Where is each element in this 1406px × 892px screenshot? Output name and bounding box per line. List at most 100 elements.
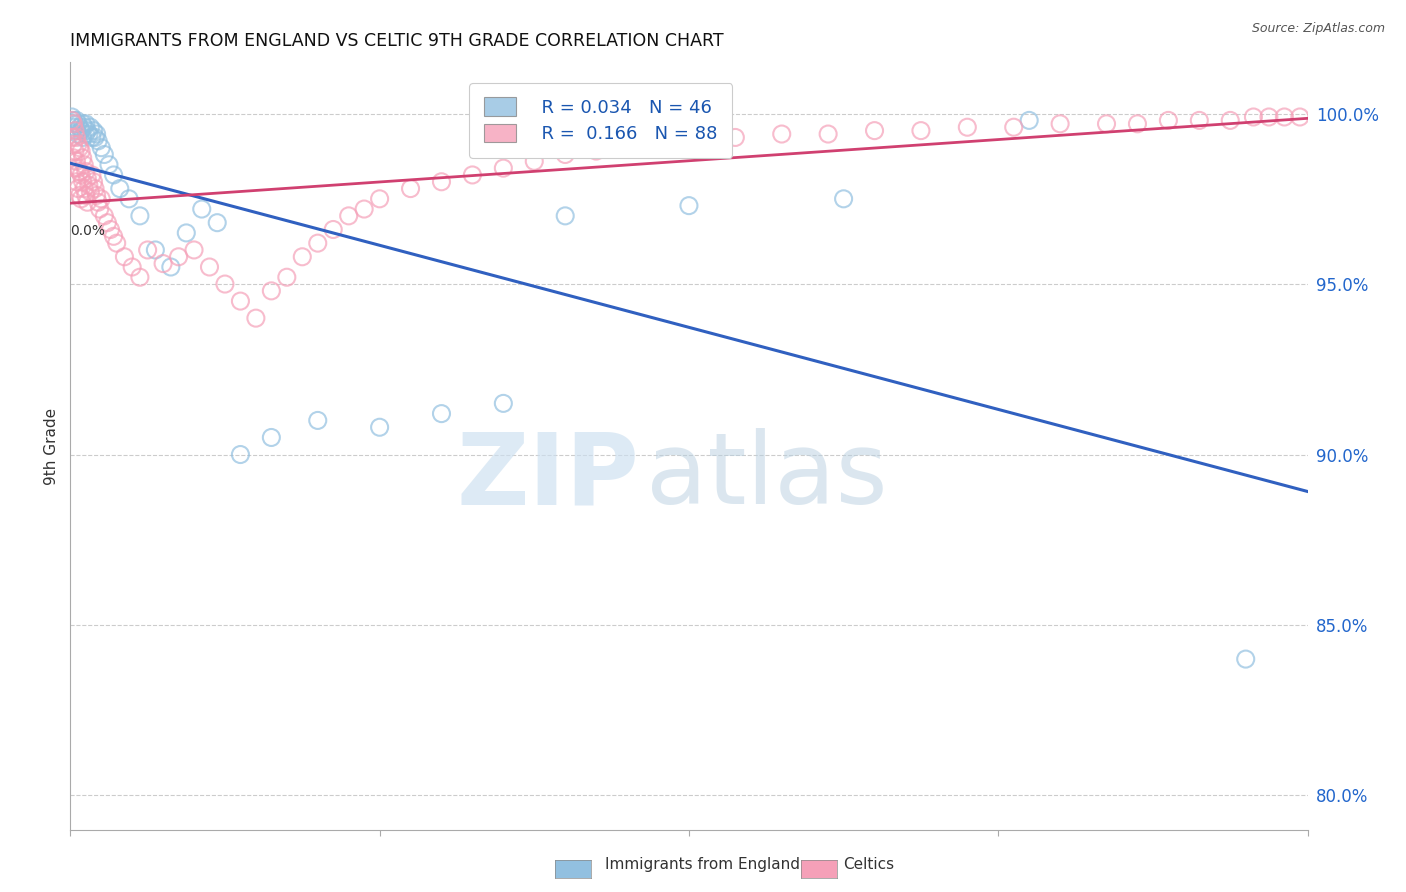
- Point: [105, 236, 128, 251]
- Y-axis label: 9th Grade: 9th Grade: [44, 408, 59, 484]
- Point: [82, 123, 105, 137]
- Point: [1243, 110, 1265, 124]
- Legend:   R = 0.034   N = 46,   R =  0.166   N = 88: R = 0.034 N = 46, R = 0.166 N = 88: [470, 83, 733, 158]
- Point: [62, 117, 84, 131]
- Point: [90, 141, 112, 155]
- Point: [1002, 120, 1025, 135]
- Point: [1274, 110, 1296, 124]
- Text: Source: ZipAtlas.com: Source: ZipAtlas.com: [1251, 22, 1385, 36]
- Point: [70, 168, 93, 182]
- Point: [291, 250, 314, 264]
- Point: [60, 110, 83, 124]
- Point: [93, 209, 115, 223]
- Point: [76, 195, 98, 210]
- Point: [616, 141, 638, 155]
- Point: [67, 161, 90, 175]
- Point: [60, 113, 83, 128]
- Point: [96, 216, 118, 230]
- Point: [260, 430, 283, 444]
- Point: [62, 137, 84, 152]
- Point: [260, 284, 283, 298]
- Point: [93, 147, 115, 161]
- Point: [65, 113, 87, 128]
- Point: [118, 192, 141, 206]
- Point: [337, 209, 360, 223]
- Point: [136, 243, 159, 257]
- Point: [63, 117, 86, 131]
- Point: [167, 250, 190, 264]
- Point: [100, 222, 122, 236]
- Point: [1219, 113, 1241, 128]
- Point: [1157, 113, 1180, 128]
- Point: [554, 147, 576, 161]
- Point: [63, 120, 86, 135]
- Point: [69, 141, 91, 155]
- Point: [80, 130, 103, 145]
- Point: [77, 178, 100, 193]
- Point: [80, 168, 103, 182]
- Point: [87, 195, 110, 210]
- Point: [69, 120, 91, 135]
- Point: [75, 188, 97, 202]
- Point: [1126, 117, 1149, 131]
- Point: [678, 134, 700, 148]
- Point: [63, 161, 86, 175]
- Point: [75, 127, 97, 141]
- Point: [70, 192, 93, 206]
- Text: 0.0%: 0.0%: [70, 224, 105, 237]
- Text: ZIP: ZIP: [457, 428, 640, 525]
- Point: [368, 192, 391, 206]
- Point: [75, 164, 97, 178]
- Point: [554, 209, 576, 223]
- Point: [70, 144, 93, 158]
- Point: [956, 120, 979, 135]
- Point: [368, 420, 391, 434]
- Point: [863, 123, 886, 137]
- Point: [229, 294, 252, 309]
- Point: [214, 277, 236, 291]
- Text: atlas: atlas: [645, 428, 887, 525]
- Point: [73, 120, 96, 135]
- Point: [492, 161, 515, 175]
- Point: [89, 202, 111, 216]
- Point: [152, 257, 174, 271]
- Point: [79, 185, 101, 199]
- Point: [72, 175, 94, 189]
- Point: [174, 226, 197, 240]
- Point: [90, 192, 112, 206]
- Point: [65, 175, 87, 189]
- Point: [72, 130, 94, 145]
- Point: [276, 270, 298, 285]
- Point: [585, 144, 607, 158]
- Point: [160, 260, 183, 274]
- Text: IMMIGRANTS FROM ENGLAND VS CELTIC 9TH GRADE CORRELATION CHART: IMMIGRANTS FROM ENGLAND VS CELTIC 9TH GR…: [70, 32, 724, 50]
- Point: [1095, 117, 1118, 131]
- Point: [77, 127, 100, 141]
- Point: [322, 222, 344, 236]
- Point: [86, 188, 108, 202]
- Point: [76, 123, 98, 137]
- Point: [129, 270, 152, 285]
- Point: [353, 202, 375, 216]
- Point: [207, 216, 229, 230]
- Point: [1018, 113, 1040, 128]
- Point: [430, 407, 453, 421]
- Point: [62, 151, 84, 165]
- Point: [770, 127, 793, 141]
- Point: [76, 171, 98, 186]
- Point: [70, 123, 93, 137]
- Point: [183, 243, 205, 257]
- Point: [817, 127, 839, 141]
- Point: [1049, 117, 1071, 131]
- Point: [461, 168, 484, 182]
- Point: [1188, 113, 1211, 128]
- Point: [910, 123, 932, 137]
- Point: [307, 413, 329, 427]
- Point: [62, 113, 84, 128]
- Text: Immigrants from England: Immigrants from England: [605, 857, 800, 872]
- Point: [307, 236, 329, 251]
- Point: [191, 202, 214, 216]
- Point: [67, 137, 90, 152]
- Point: [198, 260, 221, 274]
- Point: [229, 448, 252, 462]
